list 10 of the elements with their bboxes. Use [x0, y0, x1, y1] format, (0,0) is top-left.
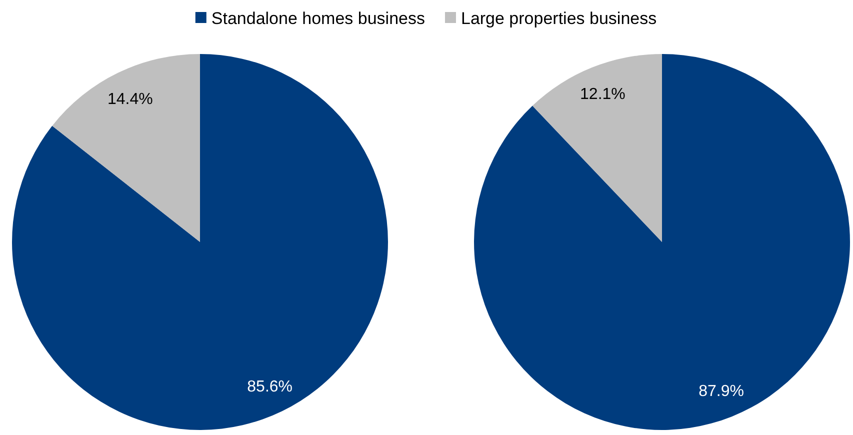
legend-label: Standalone homes business — [211, 8, 425, 28]
legend-label: Large properties business — [460, 8, 657, 28]
data-label: 87.9% — [698, 382, 744, 400]
data-label: 12.1% — [580, 86, 626, 104]
pie-slice — [532, 54, 662, 242]
data-label: 85.6% — [247, 378, 293, 396]
pie-slice — [52, 54, 200, 242]
data-label: 14.4% — [107, 90, 153, 108]
pie-slice — [474, 54, 850, 430]
pie-slice — [12, 54, 388, 430]
